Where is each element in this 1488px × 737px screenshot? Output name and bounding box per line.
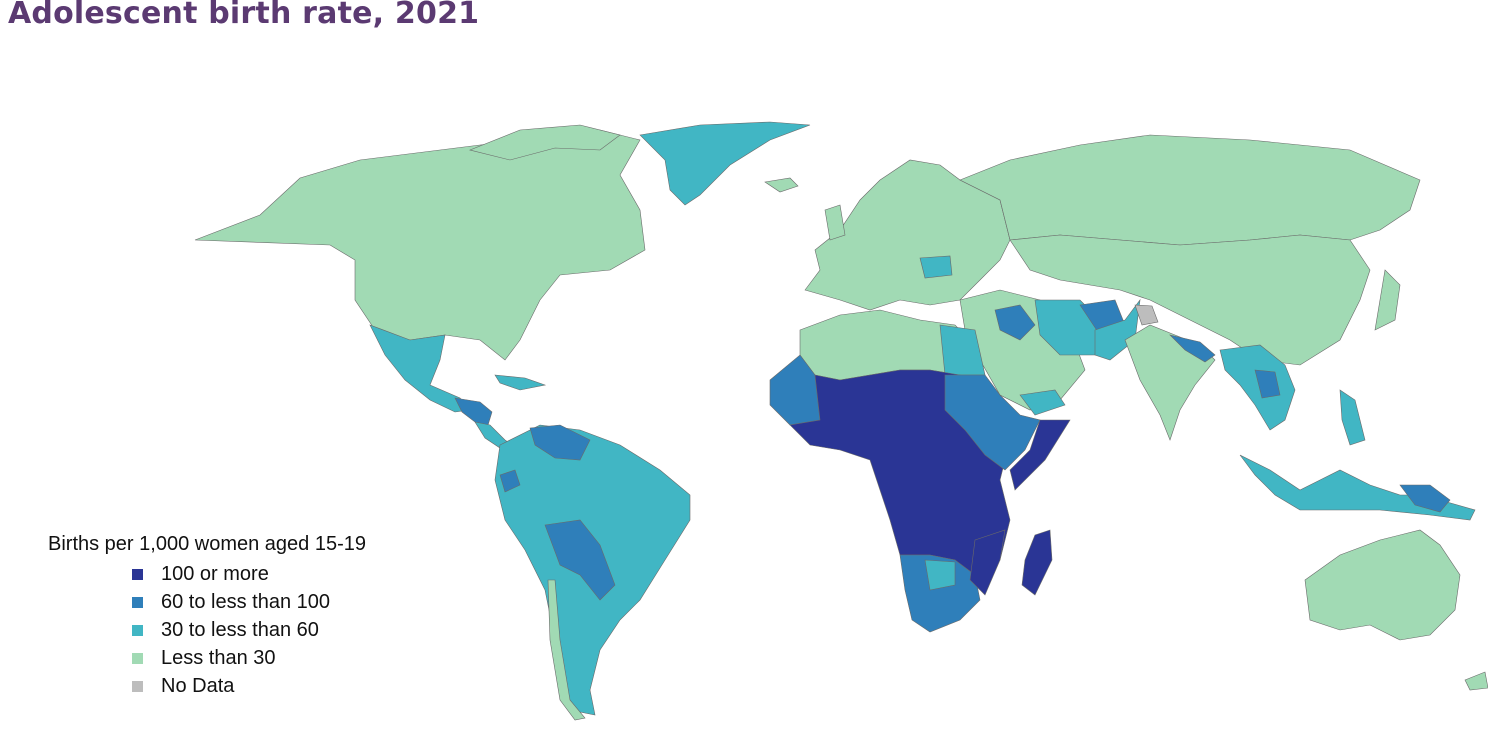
region-central-east-asia	[1009, 234, 1371, 366]
region-uk	[824, 204, 846, 241]
legend-swatch	[132, 568, 143, 580]
region-india	[1124, 324, 1216, 441]
region-kashmir	[1134, 304, 1159, 326]
legend-swatch	[132, 652, 143, 664]
region-greenland	[639, 121, 811, 206]
legend-item-60-100: 60 to less than 100	[48, 588, 366, 616]
legend-swatch	[132, 624, 143, 636]
region-yemen-oman	[1019, 389, 1066, 416]
legend-label: Less than 30	[161, 646, 276, 669]
region-north-america	[194, 129, 646, 361]
map-title: Adolescent birth rate, 2021	[8, 0, 480, 31]
region-mozambique	[969, 529, 1006, 596]
legend-item-under-30: Less than 30	[48, 644, 366, 672]
region-romania	[919, 255, 953, 279]
legend-label: 60 to less than 100	[161, 590, 331, 613]
region-zimbabwe	[924, 559, 956, 591]
region-nepal-bangladesh	[1169, 334, 1216, 363]
legend-swatch	[132, 680, 143, 692]
legend-item-30-60: 30 to less than 60	[48, 616, 366, 644]
legend-title: Births per 1,000 women aged 15-19	[48, 533, 366, 555]
legend-swatch	[132, 596, 143, 608]
region-philippines	[1339, 389, 1366, 446]
region-laos	[1254, 369, 1281, 399]
region-southeast-asia	[1219, 344, 1296, 431]
region-bolivia-paraguay	[544, 519, 616, 601]
region-southern-africa	[899, 554, 981, 633]
legend-item-no-data: No Data	[48, 672, 366, 700]
legend-item-100-plus: 100 or more	[48, 560, 366, 588]
region-iceland	[764, 177, 799, 193]
region-russia	[959, 134, 1421, 246]
region-new-zealand	[1464, 671, 1488, 691]
region-japan	[1374, 269, 1401, 331]
region-ecuador	[499, 469, 521, 493]
legend-label: 30 to less than 60	[161, 618, 319, 641]
legend-label: 100 or more	[161, 562, 269, 585]
legend: Births per 1,000 women aged 15-19 100 or…	[48, 533, 366, 700]
region-chile	[547, 579, 586, 721]
region-australia	[1304, 529, 1461, 641]
region-arctic-islands	[469, 124, 621, 161]
region-iraq-syria	[994, 304, 1036, 341]
region-somalia	[1009, 419, 1071, 491]
region-png	[1399, 484, 1451, 513]
region-madagascar	[1021, 529, 1053, 596]
region-venezuela	[529, 424, 591, 461]
region-caribbean	[494, 374, 547, 391]
region-east-africa	[944, 374, 1041, 471]
legend-label: No Data	[161, 674, 235, 697]
